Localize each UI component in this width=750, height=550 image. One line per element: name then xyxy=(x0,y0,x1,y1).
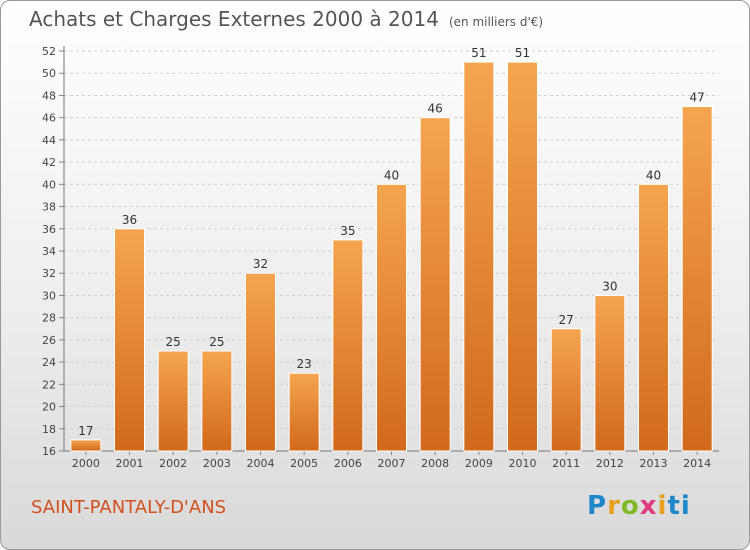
bar xyxy=(157,350,189,452)
logo-letter: x xyxy=(639,491,658,521)
data-label: 51 xyxy=(471,46,486,60)
logo-letter: P xyxy=(587,491,608,521)
proxiti-logo[interactable]: Proxiti xyxy=(587,491,691,521)
y-tick-label: 28 xyxy=(42,312,56,325)
logo-letter: r xyxy=(607,491,621,521)
chart-subtitle: (en milliers d'€) xyxy=(448,15,544,29)
bar xyxy=(201,350,233,452)
x-tick-label: 2014 xyxy=(683,457,711,470)
chart-title: Achats et Charges Externes 2000 à 2014 (e… xyxy=(29,7,543,31)
y-tick-label: 26 xyxy=(42,334,56,347)
data-label: 25 xyxy=(166,335,181,349)
y-tick-label: 38 xyxy=(42,201,56,214)
data-label: 32 xyxy=(253,257,268,271)
data-label: 25 xyxy=(209,335,224,349)
data-label: 35 xyxy=(340,224,355,238)
x-tick-label: 2013 xyxy=(640,457,668,470)
y-tick-label: 22 xyxy=(42,378,56,391)
data-label: 17 xyxy=(78,424,93,438)
axis-layer: 16 18 20 22 24 26 28 30 32 34 36 38 40 42 44 46 48 50 52 20… xyxy=(42,45,719,470)
bar-layer xyxy=(70,61,713,452)
y-tick-label: 46 xyxy=(42,112,56,125)
data-label: 23 xyxy=(297,357,312,371)
logo-letter: i xyxy=(657,491,668,521)
y-tick-label: 52 xyxy=(42,45,56,58)
data-label: 47 xyxy=(690,91,705,105)
x-tick-label: 2011 xyxy=(552,457,580,470)
bar xyxy=(463,61,495,452)
x-tick-label: 2007 xyxy=(378,457,406,470)
y-tick-label: 44 xyxy=(42,134,56,147)
bar xyxy=(638,183,669,452)
y-tick-label: 40 xyxy=(42,178,56,191)
label-layer: 17 36 25 25 32 23 35 40 46 51 51 27 30 40 47 xyxy=(78,46,705,438)
y-tick-label: 48 xyxy=(42,89,56,102)
x-tick-label: 2006 xyxy=(334,457,362,470)
y-tick-label: 30 xyxy=(42,289,56,302)
y-tick-label: 42 xyxy=(42,156,56,169)
bar xyxy=(332,239,364,452)
x-tick-label: 2009 xyxy=(465,457,493,470)
x-tick-label: 2010 xyxy=(509,457,537,470)
data-label: 46 xyxy=(428,102,443,116)
x-tick-label: 2004 xyxy=(247,457,275,470)
bar xyxy=(550,328,582,452)
y-tick-label: 50 xyxy=(42,67,56,80)
x-tick-label: 2001 xyxy=(116,457,144,470)
x-tick-label: 2002 xyxy=(159,457,187,470)
bar xyxy=(376,183,407,452)
y-tick-label: 24 xyxy=(42,356,56,369)
bar xyxy=(419,117,451,452)
data-label: 51 xyxy=(515,46,530,60)
bar xyxy=(70,439,102,452)
bar xyxy=(114,228,145,452)
data-label: 36 xyxy=(122,213,137,227)
chart-title-text: Achats et Charges Externes 2000 à 2014 xyxy=(29,7,439,31)
commune-name: SAINT-PANTALY-D'ANS xyxy=(31,497,227,518)
x-tick-label: 2000 xyxy=(72,457,100,470)
y-tick-label: 18 xyxy=(42,423,56,436)
x-tick-label: 2008 xyxy=(421,457,449,470)
y-tick-label: 20 xyxy=(42,401,56,414)
bar xyxy=(594,294,626,452)
y-tick-label: 36 xyxy=(42,223,56,236)
data-label: 40 xyxy=(384,168,399,182)
logo-letter: o xyxy=(620,491,640,521)
y-tick-label: 16 xyxy=(42,445,56,458)
bar xyxy=(288,372,320,452)
x-tick-label: 2012 xyxy=(596,457,624,470)
data-label: 40 xyxy=(646,168,661,182)
bar xyxy=(245,272,276,452)
bar xyxy=(507,61,538,452)
y-tick-label: 32 xyxy=(42,267,56,280)
data-label: 30 xyxy=(602,279,617,293)
data-label: 27 xyxy=(559,313,574,327)
logo-letter: ti xyxy=(667,491,691,521)
y-tick-label: 34 xyxy=(42,245,56,258)
bar xyxy=(681,106,713,452)
x-tick-label: 2003 xyxy=(203,457,231,470)
x-tick-label: 2005 xyxy=(290,457,318,470)
